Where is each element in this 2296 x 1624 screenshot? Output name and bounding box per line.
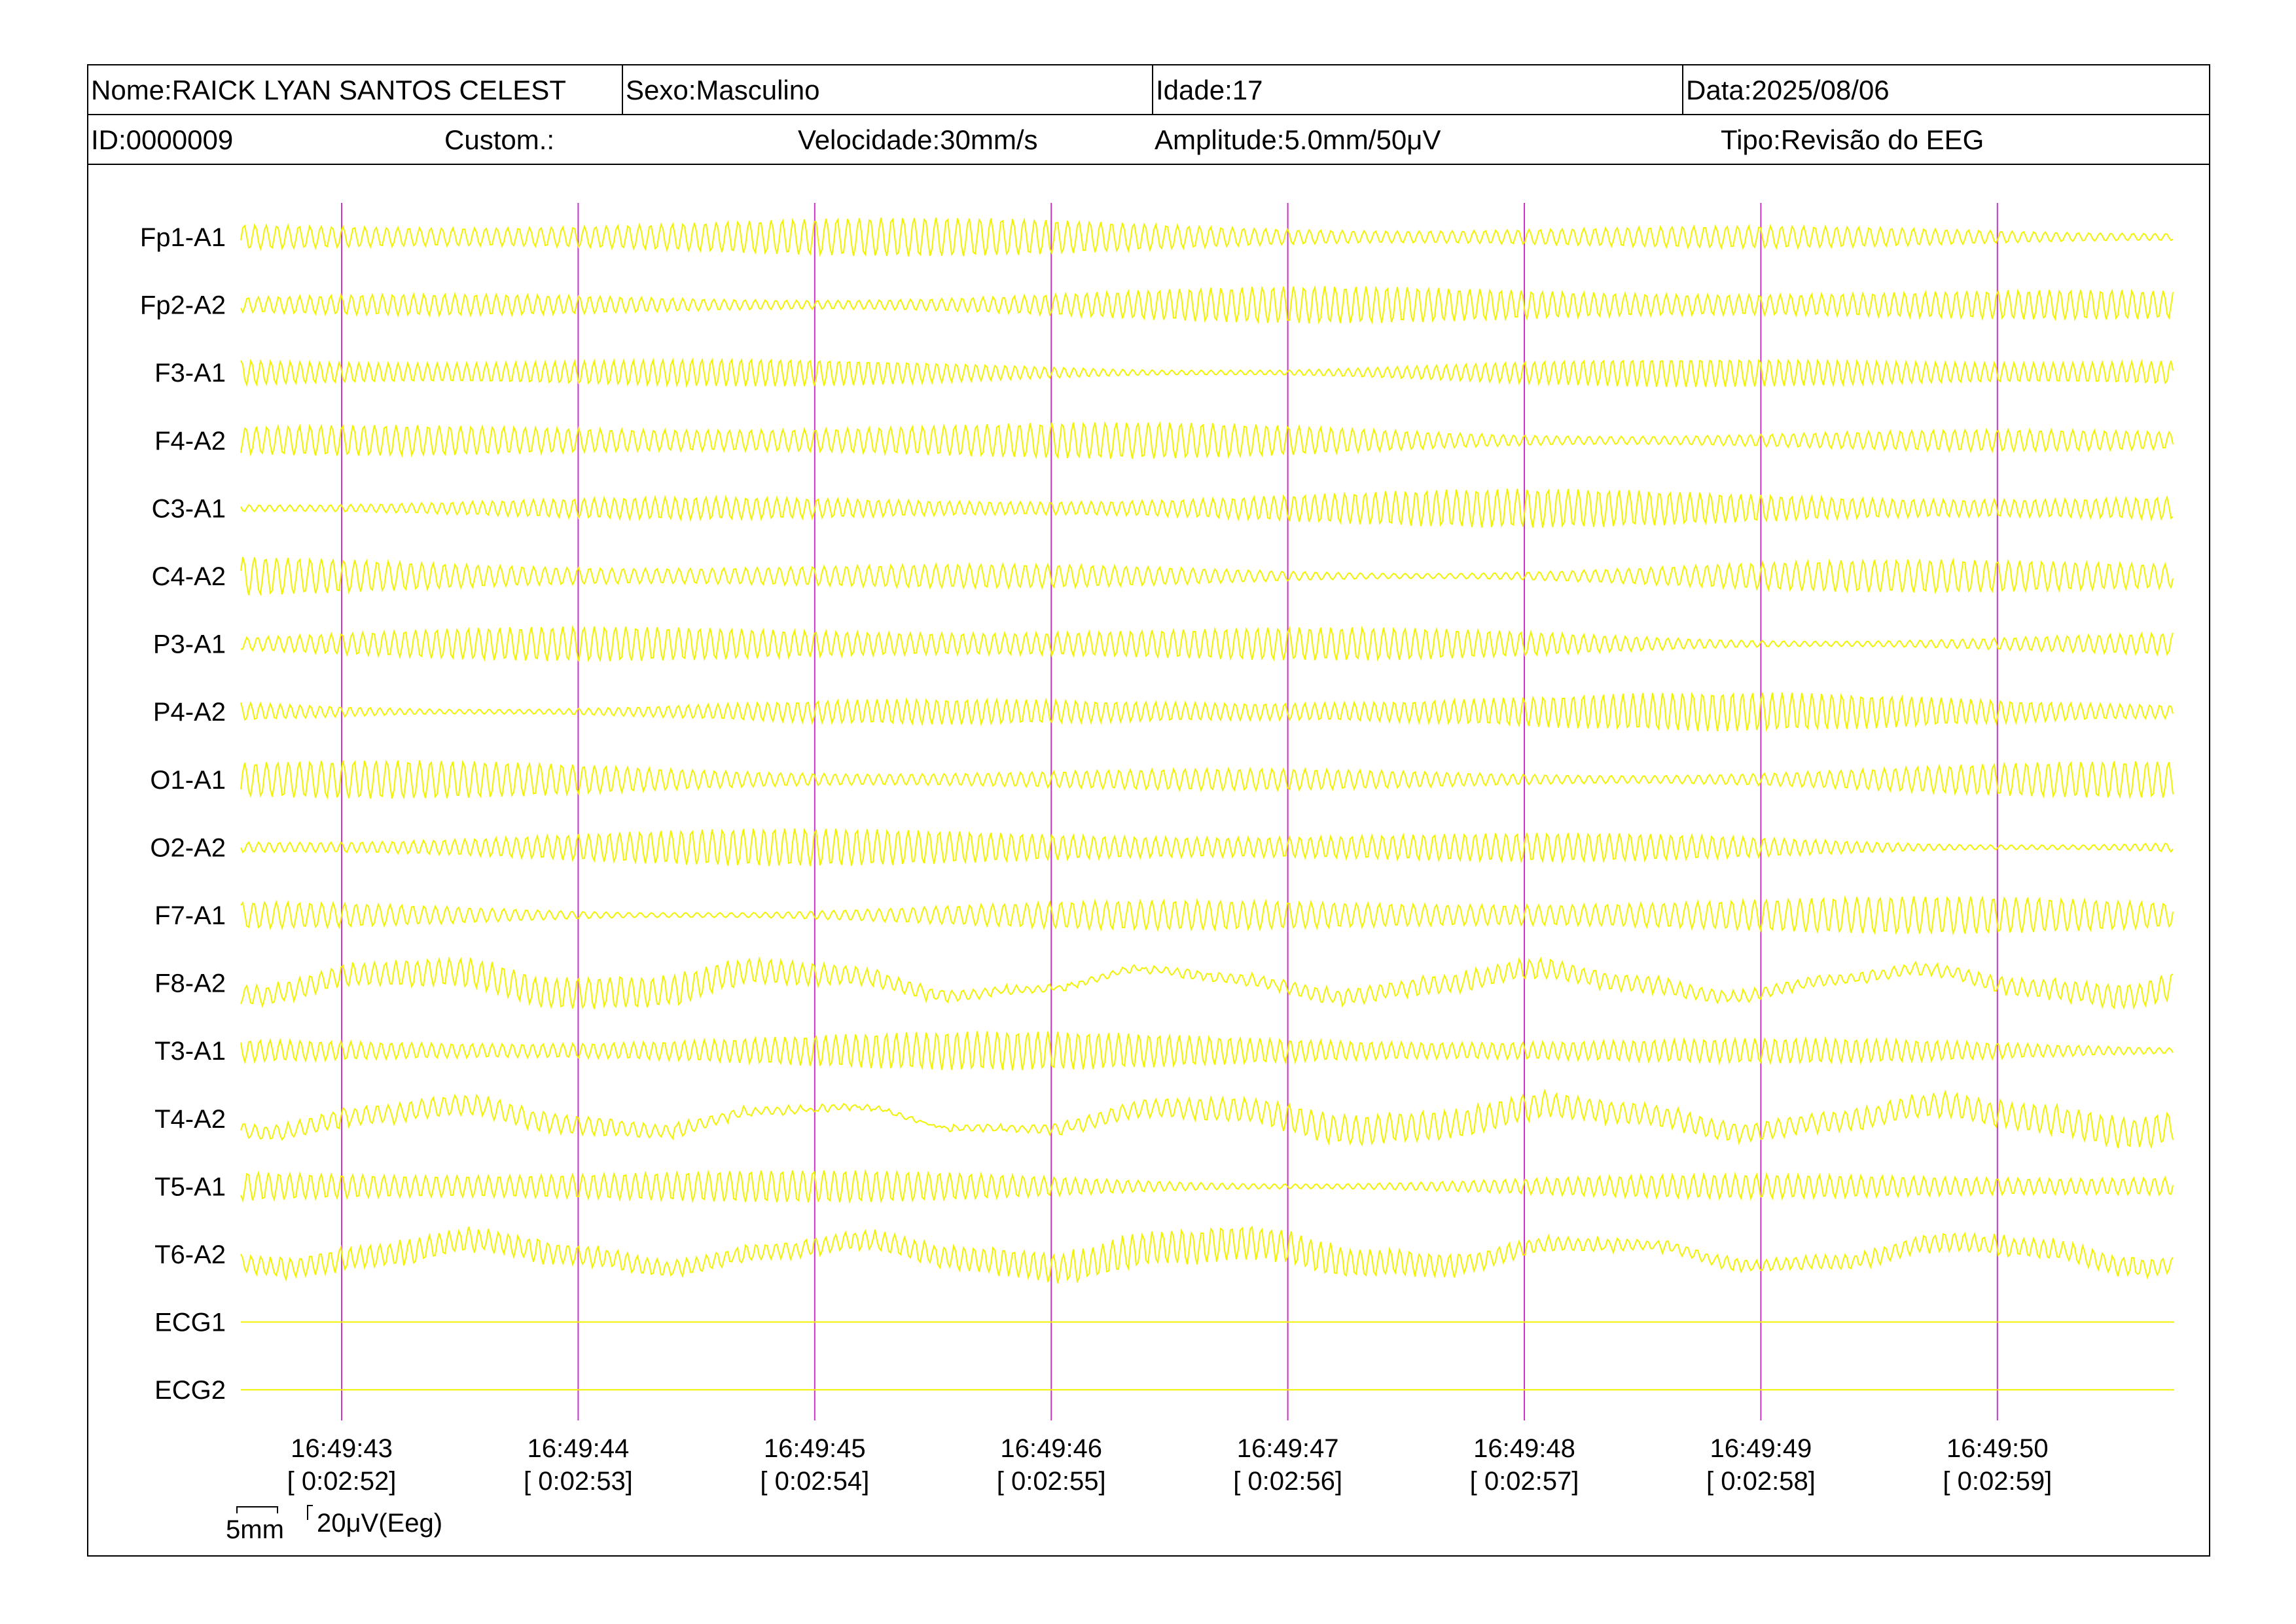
recording-info-row: ID:0000009 Custom.: Velocidade:30mm/s Am… xyxy=(88,115,2209,165)
time-elapsed-label: [ 0:02:56] xyxy=(1233,1467,1342,1496)
time-clock-label: 16:49:49 xyxy=(1710,1434,1812,1463)
channel-label: ECG2 xyxy=(154,1376,226,1405)
eeg-trace xyxy=(240,1088,2174,1149)
eeg-trace xyxy=(240,691,2174,732)
amplitude-setting: Amplitude:5.0mm/50μV xyxy=(1155,124,1441,155)
eeg-trace xyxy=(240,956,2174,1010)
channel-label: ECG1 xyxy=(154,1308,226,1337)
eeg-trace xyxy=(240,1031,2174,1071)
channel-label: F4-A2 xyxy=(154,427,226,456)
eeg-trace xyxy=(240,759,2174,800)
channel-label: P4-A2 xyxy=(153,698,226,727)
horizontal-scale-bracket xyxy=(236,1506,278,1513)
time-marker-lines xyxy=(341,203,1998,1420)
time-clock-label: 16:49:47 xyxy=(1237,1434,1339,1463)
patient-age: Idade:17 xyxy=(1152,65,1682,114)
channel-label: T5-A1 xyxy=(154,1172,226,1201)
eeg-trace xyxy=(240,624,2174,662)
patient-info-row: Nome:RAICK LYAN SANTOS CELEST Sexo:Mascu… xyxy=(88,65,2209,115)
channel-label: T4-A2 xyxy=(154,1105,226,1134)
channel-label: Fp1-A1 xyxy=(140,223,226,252)
channel-label: T3-A1 xyxy=(154,1037,226,1066)
eeg-trace xyxy=(240,421,2174,460)
time-clock-label: 16:49:45 xyxy=(764,1434,866,1463)
eeg-trace xyxy=(240,556,2174,596)
eeg-report-sheet: Nome:RAICK LYAN SANTOS CELEST Sexo:Mascu… xyxy=(87,64,2210,1557)
eeg-traces xyxy=(240,217,2174,1391)
time-elapsed-label: [ 0:02:55] xyxy=(997,1467,1106,1496)
patient-sex: Sexo:Masculino xyxy=(622,65,1152,114)
channel-label: O1-A1 xyxy=(150,766,226,795)
time-elapsed-label: [ 0:02:59] xyxy=(1943,1467,2052,1496)
exam-date: Data:2025/08/06 xyxy=(1682,65,2209,114)
eeg-trace xyxy=(240,1168,2174,1204)
patient-name: Nome:RAICK LYAN SANTOS CELEST xyxy=(91,75,566,105)
eeg-trace xyxy=(240,285,2174,325)
channel-label: F7-A1 xyxy=(154,901,226,930)
eeg-trace xyxy=(240,488,2174,528)
eeg-trace xyxy=(240,357,2174,388)
channel-label: C4-A2 xyxy=(152,562,226,591)
channel-label: C3-A1 xyxy=(152,494,226,523)
patient-id: ID:0000009 xyxy=(91,124,234,155)
time-clock-label: 16:49:50 xyxy=(1946,1434,2049,1463)
channel-labels: Fp1-A1 Fp2-A2 F3-A1 F4-A2 C3-A1 C4-A2 P3-A1 P4-… xyxy=(140,223,226,1405)
vertical-scale-label: 20μV(Eeg) xyxy=(317,1509,442,1538)
custom-field: Custom.: xyxy=(444,124,555,155)
review-type: Tipo:Revisão do EEG xyxy=(1721,124,1984,155)
eeg-trace xyxy=(240,1225,2174,1284)
channel-label: T6-A2 xyxy=(154,1240,226,1269)
channel-label: P3-A1 xyxy=(153,630,226,659)
vertical-scale-bracket xyxy=(307,1505,313,1520)
speed-setting: Velocidade:30mm/s xyxy=(798,124,1038,155)
time-elapsed-label: [ 0:02:57] xyxy=(1470,1467,1579,1496)
time-elapsed-label: [ 0:02:58] xyxy=(1706,1467,1816,1496)
eeg-trace xyxy=(240,827,2174,867)
time-elapsed-label: [ 0:02:52] xyxy=(287,1467,397,1496)
eeg-trace xyxy=(240,895,2174,936)
time-labels: 16:49:43 [ 0:02:52] 16:49:44 [ 0:02:53] 16:4… xyxy=(287,1434,2053,1496)
channel-label: F8-A2 xyxy=(154,969,226,998)
channel-label: F3-A1 xyxy=(154,359,226,388)
channel-label: O2-A2 xyxy=(150,833,226,862)
time-clock-label: 16:49:48 xyxy=(1473,1434,1575,1463)
time-clock-label: 16:49:46 xyxy=(1000,1434,1102,1463)
time-clock-label: 16:49:43 xyxy=(291,1434,393,1463)
time-elapsed-label: [ 0:02:54] xyxy=(760,1467,869,1496)
eeg-trace xyxy=(240,217,2174,257)
time-clock-label: 16:49:44 xyxy=(528,1434,630,1463)
horizontal-scale-label: 5mm xyxy=(226,1515,284,1544)
time-elapsed-label: [ 0:02:53] xyxy=(524,1467,633,1496)
scale-bar: 5mm 20μV(Eeg) xyxy=(226,1505,442,1544)
channel-label: Fp2-A2 xyxy=(140,291,226,320)
